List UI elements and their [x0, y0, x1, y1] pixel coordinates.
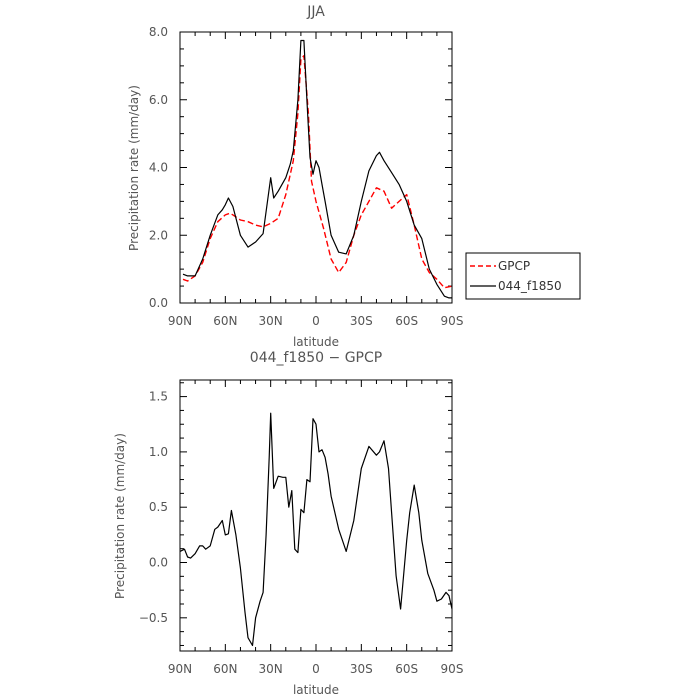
series-line-gpcp — [182, 55, 453, 289]
bottom-chart-title: 044_f1850 − GPCP — [250, 350, 382, 366]
x-tick-label: 60S — [395, 314, 418, 328]
x-tick-label: 60N — [213, 314, 237, 328]
x-tick-label: 90N — [168, 662, 192, 676]
y-tick-label: 4.0 — [149, 161, 168, 175]
series-line-044_f1850 — [182, 39, 452, 299]
legend: GPCP 044_f1850 — [465, 252, 581, 300]
series-line-difference — [179, 412, 453, 647]
top-chart-title: JJA — [306, 4, 325, 20]
legend-label-model: 044_f1850 — [498, 279, 562, 293]
legend-label-gpcp: GPCP — [498, 259, 530, 273]
top-chart-ylabel: Precipitation rate (mm/day) — [127, 85, 141, 251]
x-tick-label: 60N — [213, 662, 237, 676]
y-tick-label: 6.0 — [149, 93, 168, 107]
top-chart-frame — [179, 31, 453, 304]
bottom-chart-ylabel: Precipitation rate (mm/day) — [113, 433, 127, 599]
legend-box — [465, 252, 581, 300]
x-tick-label: 90N — [168, 314, 192, 328]
y-tick-label: 1.0 — [149, 445, 168, 459]
x-tick-label: 30S — [350, 662, 373, 676]
x-tick-label: 30N — [259, 662, 283, 676]
bottom-chart-xlabel: latitude — [293, 683, 339, 697]
y-tick-label: 0.0 — [149, 556, 168, 570]
bottom-chart-frame — [179, 379, 453, 652]
top-chart-xlabel: latitude — [293, 335, 339, 349]
x-tick-label: 90S — [441, 662, 464, 676]
y-tick-label: 2.0 — [149, 228, 168, 242]
y-tick-label: 0.0 — [149, 296, 168, 310]
x-tick-label: 90S — [441, 314, 464, 328]
x-tick-label: 30S — [350, 314, 373, 328]
bottom-chart: 044_f1850 − GPCP 90N 60N 30N 0 30S 60S 90S −0.5… — [113, 350, 463, 697]
x-tick-label: 60S — [395, 662, 418, 676]
y-tick-label: 0.5 — [149, 500, 168, 514]
y-tick-label: 8.0 — [149, 25, 168, 39]
y-tick-label: 1.5 — [149, 390, 168, 404]
x-tick-label: 30N — [259, 314, 283, 328]
x-tick-label: 0 — [312, 314, 320, 328]
y-tick-label: −0.5 — [139, 611, 168, 625]
x-tick-label: 0 — [312, 662, 320, 676]
top-chart: JJA 90N 60N 30N 0 30S 60S 90S 0.0 2.0 4.0 6.0 8.0 l… — [127, 4, 581, 349]
